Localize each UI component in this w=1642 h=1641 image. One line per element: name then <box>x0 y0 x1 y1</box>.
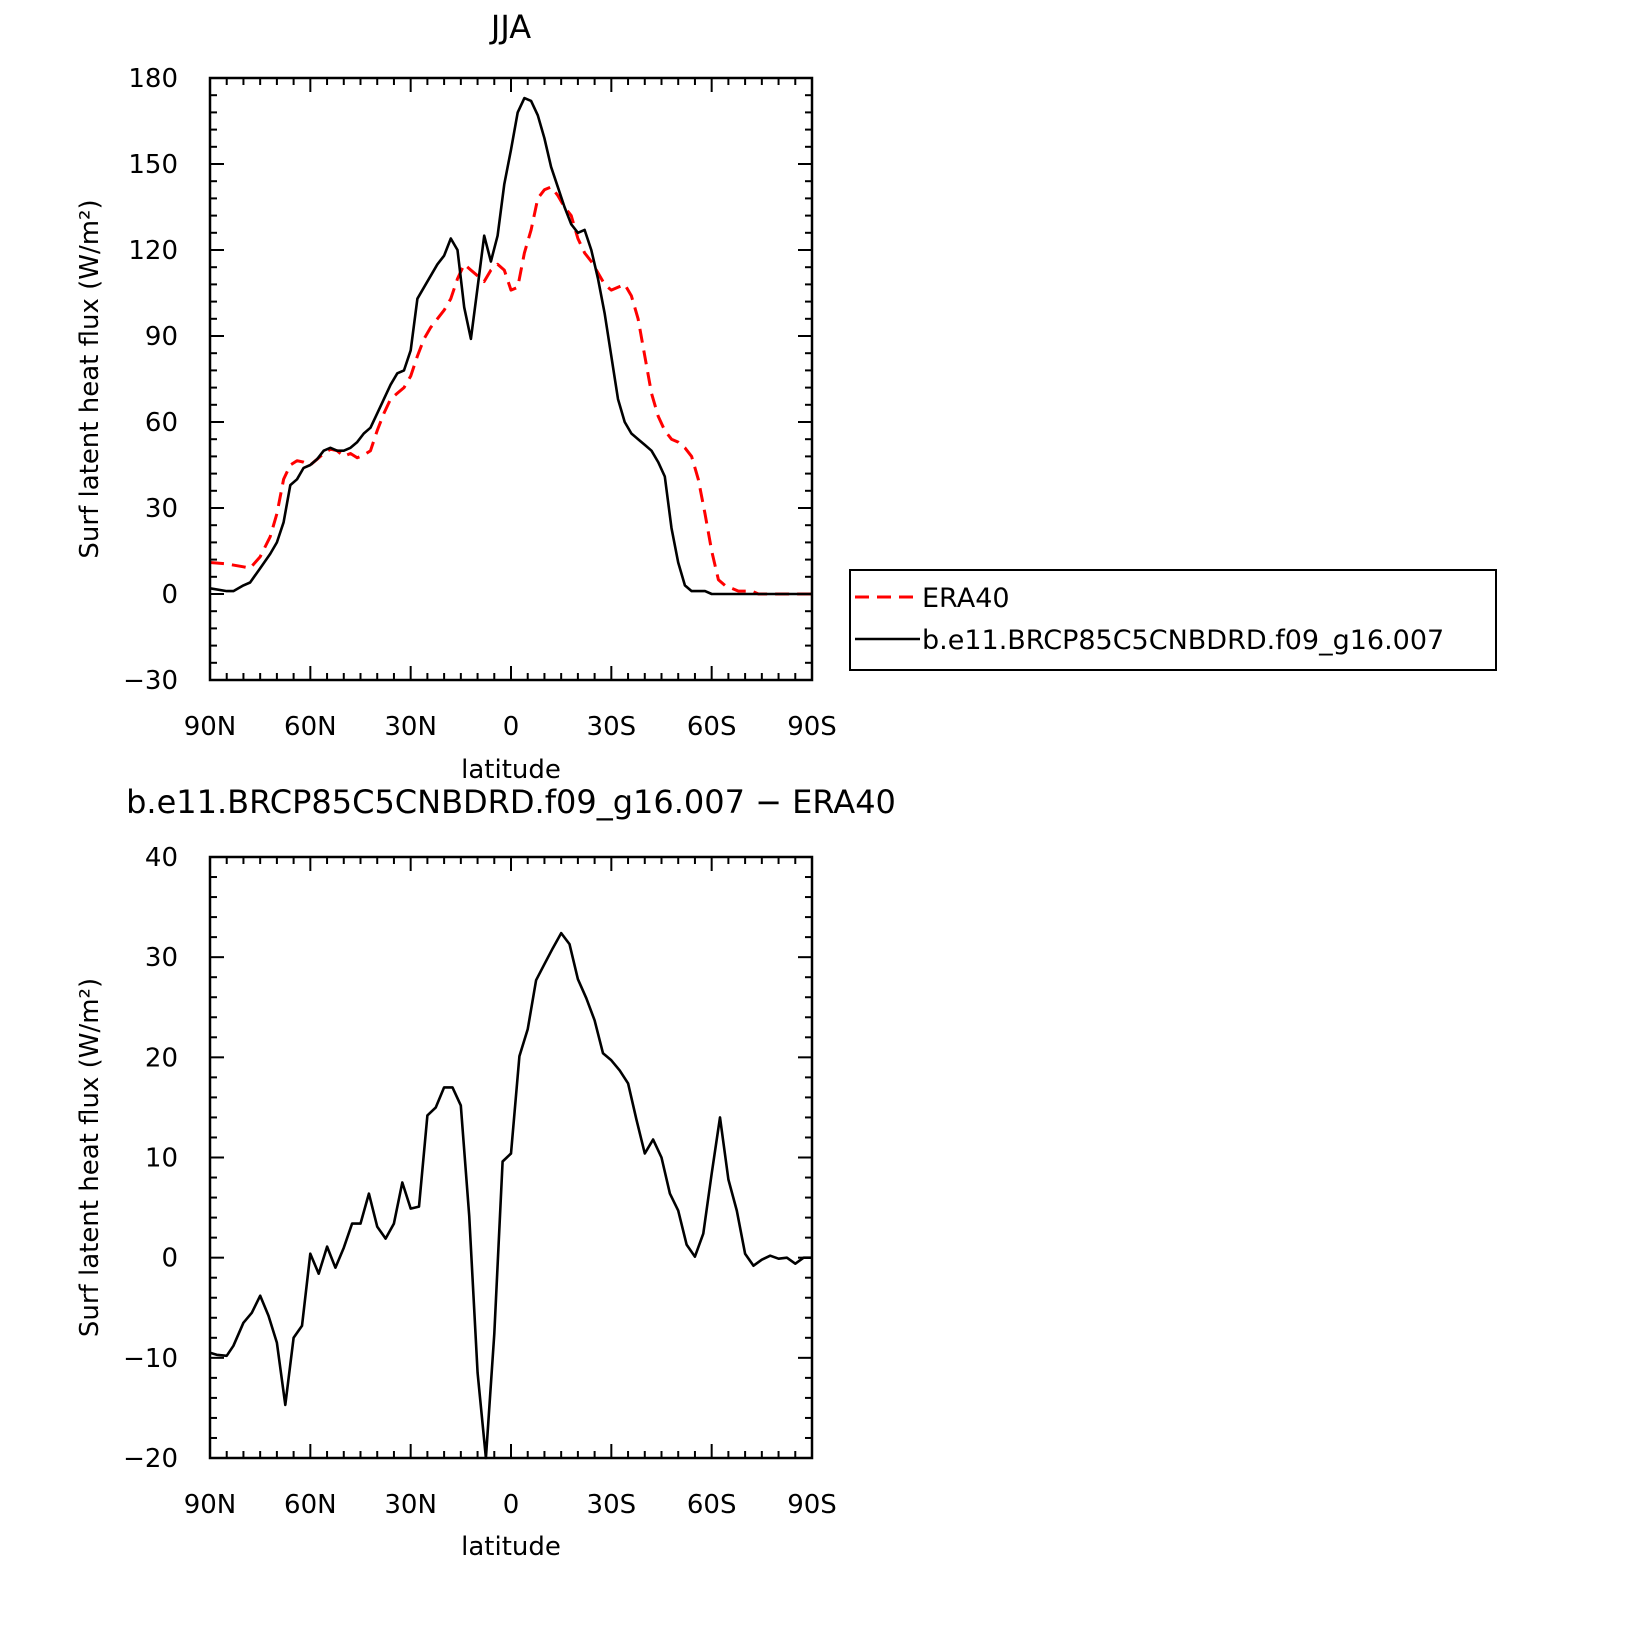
x-tick-label: 30N <box>384 712 437 742</box>
y-tick-label: 60 <box>145 408 178 438</box>
x-tick-label: 60S <box>687 1490 737 1520</box>
x-tick-label: 0 <box>503 1490 520 1520</box>
y-tick-label: 180 <box>128 64 178 94</box>
plot-frame <box>208 76 814 682</box>
y-axis-title: Surf latent heat flux (W/m²) <box>75 978 105 1337</box>
plot-title: b.e11.BRCP85C5CNBDRD.f09_g16.007 − ERA40 <box>126 783 896 821</box>
series-line-era40 <box>209 185 812 596</box>
legend-label: b.e11.BRCP85C5CNBDRD.f09_g16.007 <box>922 625 1444 656</box>
y-tick-label: 40 <box>145 843 178 873</box>
y-tick-label: 0 <box>161 580 178 610</box>
legend-box <box>849 569 1497 671</box>
y-tick-label: −10 <box>123 1344 178 1374</box>
x-tick-label: 90S <box>787 1490 837 1520</box>
x-tick-label: 30S <box>587 1490 637 1520</box>
panel-bottom-difference: b.e11.BRCP85C5CNBDRD.f09_g16.007 − ERA40… <box>75 783 896 1562</box>
x-tick-label: 90S <box>787 712 837 742</box>
series-line-b-e11-brcp85c5cnbdrd-f09-g16-007 <box>209 96 812 596</box>
y-tick-label: 0 <box>161 1244 178 1274</box>
x-tick-label: 0 <box>503 712 520 742</box>
y-tick-label: −30 <box>123 666 178 696</box>
y-tick-label: 30 <box>145 494 178 524</box>
y-tick-label: 90 <box>145 322 178 352</box>
plot-title: JJA <box>489 8 531 46</box>
y-tick-label: 150 <box>128 150 178 180</box>
axis-ticks <box>209 856 813 1459</box>
x-axis-title: latitude <box>461 755 561 785</box>
y-tick-label: 10 <box>145 1144 178 1174</box>
y-tick-label: 120 <box>128 236 178 266</box>
y-tick-label: 20 <box>145 1043 178 1073</box>
x-tick-label: 60N <box>284 1490 337 1520</box>
x-tick-label: 30N <box>384 1490 437 1520</box>
legend: ERA40 b.e11.BRCP85C5CNBDRD.f09_g16.007 <box>849 569 1497 671</box>
plot-frame <box>208 855 814 1460</box>
axis-ticks <box>209 77 813 681</box>
y-tick-label: −20 <box>123 1444 178 1474</box>
x-tick-label: 90N <box>184 712 237 742</box>
y-tick-label: 30 <box>145 943 178 973</box>
legend-label: ERA40 <box>922 583 1010 614</box>
x-axis-title: latitude <box>461 1532 561 1562</box>
series-line-difference <box>209 931 812 1460</box>
x-tick-label: 90N <box>184 1490 237 1520</box>
y-axis-title: Surf latent heat flux (W/m²) <box>75 199 105 558</box>
panel-top-jja: JJA 90N 60N 30N 0 30S 60S 90S −30 0 30 60 90 120 150 18… <box>75 8 1497 785</box>
x-tick-label: 30S <box>587 712 637 742</box>
x-tick-label: 60N <box>284 712 337 742</box>
x-tick-label: 60S <box>687 712 737 742</box>
